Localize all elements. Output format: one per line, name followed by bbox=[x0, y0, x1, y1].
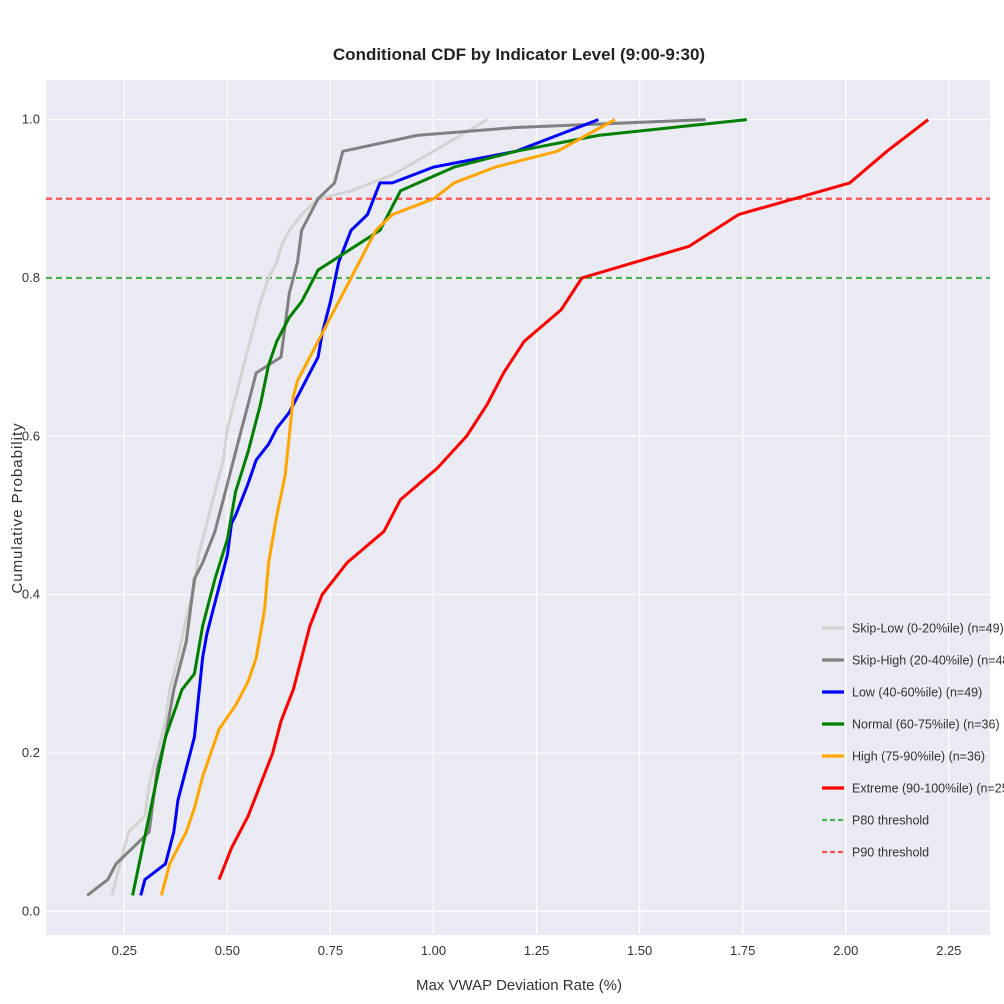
x-tick-label: 1.25 bbox=[524, 943, 549, 958]
legend-entry: Extreme (90-100%ile) (n=25) bbox=[852, 782, 1004, 796]
series-lines bbox=[86, 118, 930, 897]
series-line bbox=[217, 118, 930, 881]
y-tick-label: 0.8 bbox=[22, 270, 40, 285]
y-tick-label: 0.6 bbox=[22, 428, 40, 443]
series-line bbox=[159, 118, 616, 896]
y-tick-label: 0.2 bbox=[22, 745, 40, 760]
legend-entry: Normal (60-75%ile) (n=36) bbox=[852, 718, 1000, 732]
x-tick-label: 2.25 bbox=[936, 943, 961, 958]
y-axis-ticks: 0.0 0.2 0.4 0.6 0.8 1.0 bbox=[22, 112, 40, 919]
x-axis-ticks: 0.25 0.50 0.75 1.00 1.25 1.50 1.75 2.00 2.25 bbox=[112, 943, 962, 958]
legend-entry: Low (40-60%ile) (n=49) bbox=[852, 686, 982, 700]
x-tick-label: 2.00 bbox=[833, 943, 858, 958]
y-axis-label: Cumulative Probability bbox=[9, 422, 26, 593]
legend-entry: Skip-Low (0-20%ile) (n=49) bbox=[852, 622, 1004, 636]
x-tick-label: 0.75 bbox=[318, 943, 343, 958]
legend-entry: Skip-High (20-40%ile) (n=48) bbox=[852, 654, 1004, 668]
legend-entry: P80 threshold bbox=[852, 814, 929, 828]
y-tick-label: 0.4 bbox=[22, 587, 40, 602]
legend: Skip-Low (0-20%ile) (n=49) Skip-High (20-… bbox=[822, 622, 1004, 860]
y-tick-label: 1.0 bbox=[22, 112, 40, 127]
y-tick-label: 0.0 bbox=[22, 903, 40, 918]
legend-entry: P90 threshold bbox=[852, 846, 929, 860]
series-line bbox=[139, 118, 599, 896]
series-line bbox=[110, 118, 488, 896]
plot-area bbox=[46, 80, 990, 935]
x-tick-label: 1.00 bbox=[421, 943, 446, 958]
threshold-lines bbox=[46, 197, 990, 280]
x-axis-label: Max VWAP Deviation Rate (%) bbox=[416, 977, 622, 994]
x-tick-label: 1.75 bbox=[730, 943, 755, 958]
series-line bbox=[131, 118, 747, 896]
chart-title: Conditional CDF by Indicator Level (9:00… bbox=[333, 45, 705, 64]
x-tick-label: 0.25 bbox=[112, 943, 137, 958]
x-tick-label: 1.50 bbox=[627, 943, 652, 958]
legend-entry: High (75-90%ile) (n=36) bbox=[852, 750, 985, 764]
x-tick-label: 0.50 bbox=[215, 943, 240, 958]
